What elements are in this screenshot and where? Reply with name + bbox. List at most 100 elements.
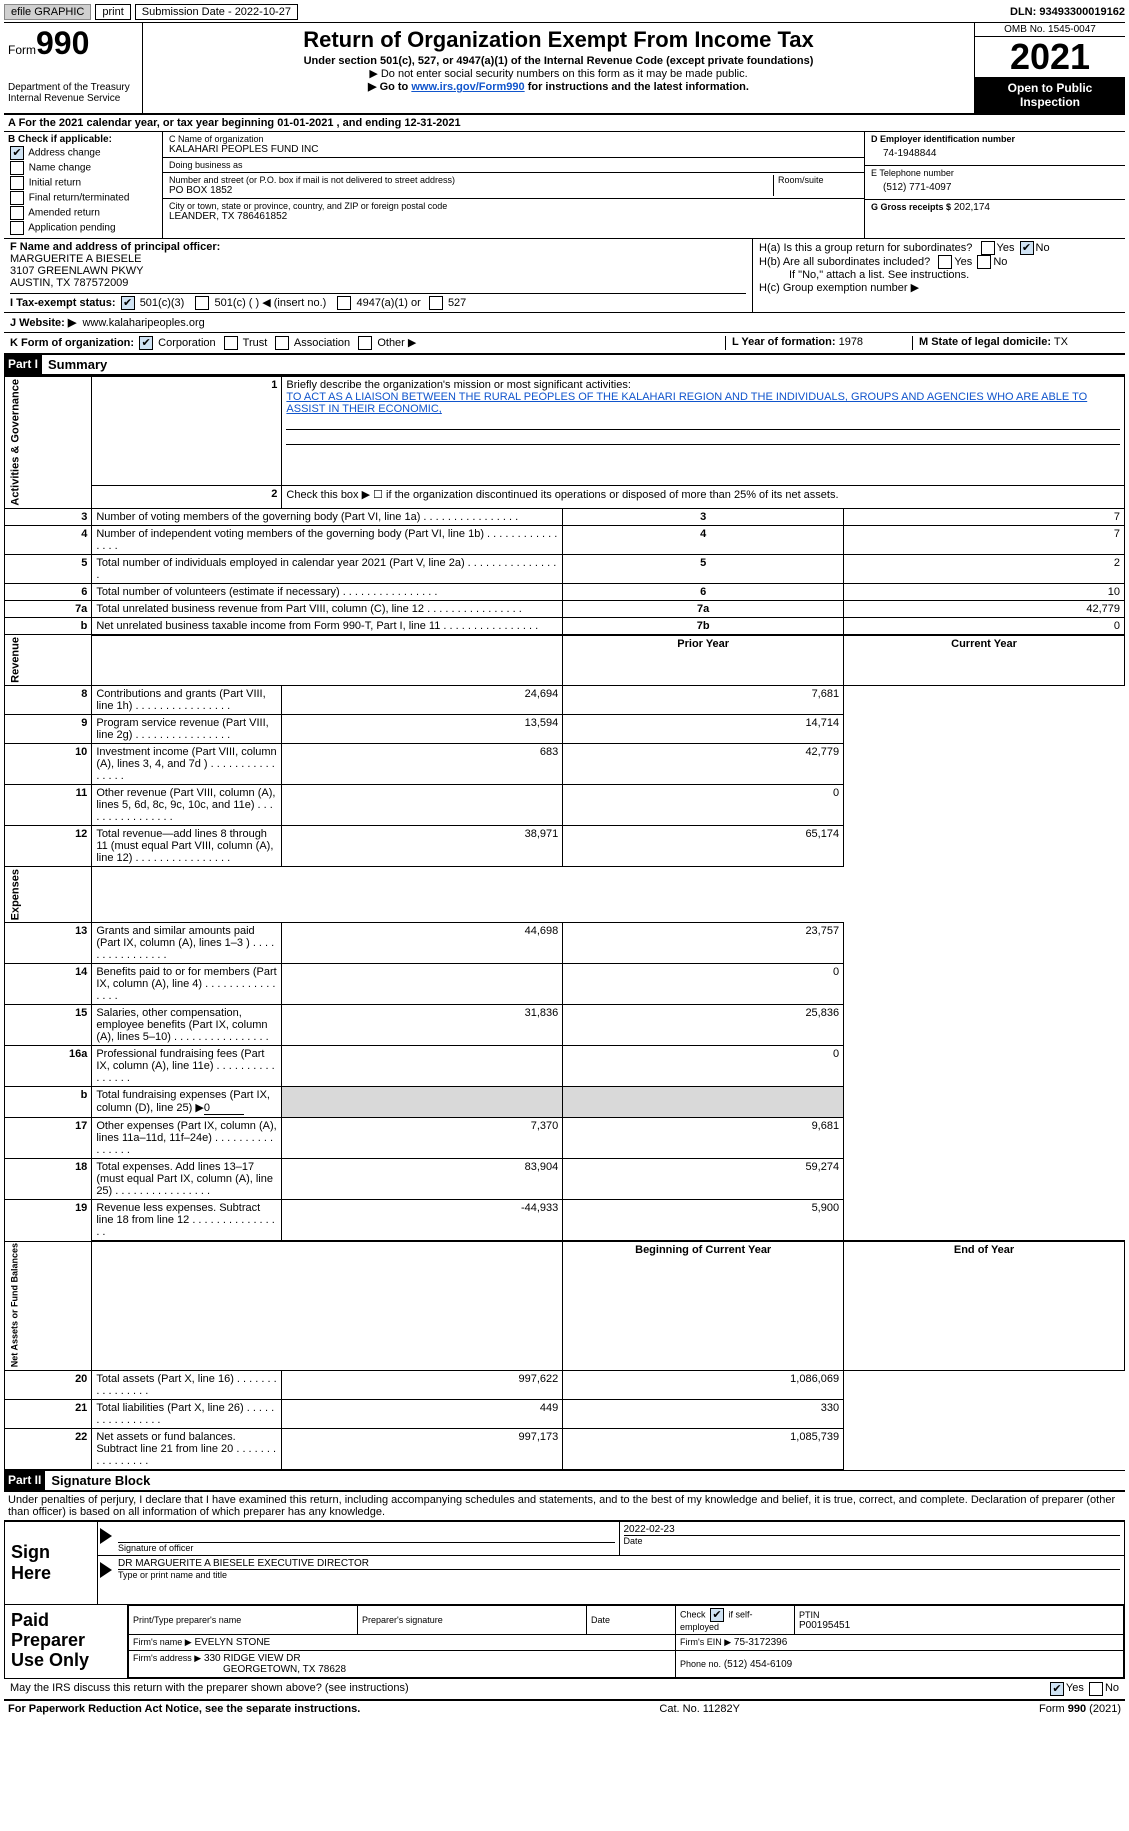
firm-addr2: GEORGETOWN, TX 78628 [133, 1664, 346, 1675]
l-label: L Year of formation: [732, 336, 836, 348]
org-name: KALAHARI PEOPLES FUND INC [169, 144, 858, 155]
sign-date: 2022-02-23 [624, 1524, 1121, 1535]
table-row: 20Total assets (Part X, line 16)997,6221… [5, 1371, 1125, 1400]
form-prefix: Form [8, 43, 36, 57]
hc-label: H(c) Group exemption number ▶ [759, 281, 1119, 294]
sign-name: DR MARGUERITE A BIESELE EXECUTIVE DIRECT… [118, 1558, 1120, 1569]
prep-date-label: Date [591, 1615, 671, 1625]
summary-table: Activities & Governance 1 Briefly descri… [4, 376, 1125, 1470]
penalty-text: Under penalties of perjury, I declare th… [4, 1492, 1125, 1520]
website-label: J Website: ▶ [10, 317, 76, 329]
vlabel-netassets: Net Assets or Fund Balances [5, 1241, 92, 1370]
part-1-header: Part I Summary [4, 354, 1125, 376]
checkbox-527[interactable] [429, 296, 443, 310]
checkbox-final-return[interactable] [10, 191, 24, 205]
efile-badge: efile GRAPHIC [4, 4, 91, 20]
form-title: Return of Organization Exempt From Incom… [147, 27, 970, 53]
form-header: Form990 Department of the Treasury Inter… [4, 23, 1125, 115]
end-year-hdr: End of Year [844, 1241, 1125, 1370]
firm-phone: (512) 454-6109 [724, 1659, 792, 1670]
firm-ein: 75-3172396 [734, 1637, 787, 1648]
checkbox-corp[interactable] [139, 336, 153, 350]
line2-text: Check this box ▶ ☐ if the organization d… [282, 485, 1125, 508]
table-row: 3Number of voting members of the governi… [5, 508, 1125, 525]
row-a-period: A For the 2021 calendar year, or tax yea… [4, 115, 1125, 132]
part-1-title: Summary [42, 355, 113, 374]
firm-phone-label: Phone no. [680, 1659, 721, 1669]
checkbox-address-change[interactable] [10, 146, 24, 160]
checkbox-discuss-no[interactable] [1089, 1682, 1103, 1696]
table-row: 11Other revenue (Part VIII, column (A), … [5, 785, 1125, 826]
vlabel-expenses: Expenses [5, 867, 92, 923]
part-2-badge: Part II [4, 1471, 45, 1490]
checkbox-4947[interactable] [337, 296, 351, 310]
checkbox-501c3[interactable] [121, 296, 135, 310]
dba-label: Doing business as [169, 160, 858, 170]
dept-label: Department of the Treasury [8, 82, 138, 93]
section-bcd: B Check if applicable: Address change Na… [4, 132, 1125, 239]
ptin-value: P00195451 [799, 1620, 1119, 1631]
print-button[interactable]: print [95, 4, 130, 20]
table-row: bNet unrelated business taxable income f… [5, 617, 1125, 635]
prep-name-label: Print/Type preparer's name [133, 1615, 353, 1625]
firm-name-label: Firm's name ▶ [133, 1637, 192, 1647]
hb-note: If "No," attach a list. See instructions… [759, 269, 1119, 281]
row-j-website: J Website: ▶ www.kalaharipeoples.org [4, 313, 1125, 333]
website-value: www.kalaharipeoples.org [82, 317, 204, 329]
org-name-label: C Name of organization [169, 134, 858, 144]
table-row: 7aTotal unrelated business revenue from … [5, 600, 1125, 617]
irs-link[interactable]: www.irs.gov/Form990 [411, 81, 524, 93]
col-c-org-info: C Name of organization KALAHARI PEOPLES … [162, 132, 865, 238]
discuss-label: May the IRS discuss this return with the… [10, 1682, 1048, 1696]
checkbox-app-pending[interactable] [10, 221, 24, 235]
sign-date-label: Date [624, 1535, 1121, 1546]
checkbox-self-employed[interactable] [710, 1608, 724, 1622]
checkbox-assoc[interactable] [275, 336, 289, 350]
table-row: 12Total revenue—add lines 8 through 11 (… [5, 826, 1125, 867]
table-row: bTotal fundraising expenses (Part IX, co… [5, 1087, 1125, 1118]
k-label: K Form of organization: [10, 337, 134, 349]
vlabel-revenue: Revenue [5, 635, 92, 686]
checkbox-discuss-yes[interactable] [1050, 1682, 1064, 1696]
prep-self-employed: Check if self-employed [680, 1608, 790, 1632]
prior-year-hdr: Prior Year [563, 635, 844, 686]
firm-name: EVELYN STONE [194, 1637, 270, 1648]
omb-number: OMB No. 1545-0047 [975, 23, 1125, 37]
page-footer: For Paperwork Reduction Act Notice, see … [4, 1700, 1125, 1717]
firm-addr-label: Firm's address ▶ [133, 1653, 201, 1663]
preparer-section: Paid Preparer Use Only Print/Type prepar… [4, 1605, 1125, 1679]
col-d-ein-phone: D Employer identification number 74-1948… [865, 132, 1125, 238]
col-b-header: B Check if applicable: [8, 134, 158, 145]
table-row: 6Total number of volunteers (estimate if… [5, 583, 1125, 600]
street-value: PO BOX 1852 [169, 185, 773, 196]
checkbox-trust[interactable] [224, 336, 238, 350]
year-block: OMB No. 1545-0047 2021 Open to Public In… [974, 23, 1125, 113]
firm-ein-label: Firm's EIN ▶ [680, 1637, 731, 1647]
line1-mission[interactable]: TO ACT AS A LIAISON BETWEEN THE RURAL PE… [286, 391, 1087, 415]
l-value: 1978 [839, 336, 863, 348]
checkbox-other[interactable] [358, 336, 372, 350]
city-label: City or town, state or province, country… [169, 201, 858, 211]
checkbox-hb-yes[interactable] [938, 255, 952, 269]
checkbox-amended-return[interactable] [10, 206, 24, 220]
part-2-header: Part II Signature Block [4, 1470, 1125, 1492]
hb-label: H(b) Are all subordinates included? [759, 256, 930, 268]
checkbox-ha-yes[interactable] [981, 241, 995, 255]
checkbox-ha-no[interactable] [1020, 241, 1034, 255]
current-year-hdr: Current Year [844, 635, 1125, 686]
part-1-badge: Part I [4, 355, 42, 374]
checkbox-name-change[interactable] [10, 161, 24, 175]
dln-label: DLN: 93493300019162 [1010, 6, 1125, 18]
ein-value: 74-1948844 [871, 144, 1119, 163]
checkbox-501c[interactable] [195, 296, 209, 310]
checkbox-hb-no[interactable] [977, 255, 991, 269]
prep-sig-label: Preparer's signature [362, 1615, 582, 1625]
table-row: 14Benefits paid to or for members (Part … [5, 964, 1125, 1005]
table-row: 19Revenue less expenses. Subtract line 1… [5, 1200, 1125, 1242]
submission-date: Submission Date - 2022-10-27 [135, 4, 298, 20]
ptin-label: PTIN [799, 1610, 1119, 1620]
sign-here-label: Sign Here [5, 1522, 98, 1604]
checkbox-initial-return[interactable] [10, 176, 24, 190]
sign-name-label: Type or print name and title [118, 1569, 1120, 1580]
form-note-ssn: ▶ Do not enter social security numbers o… [147, 67, 970, 80]
